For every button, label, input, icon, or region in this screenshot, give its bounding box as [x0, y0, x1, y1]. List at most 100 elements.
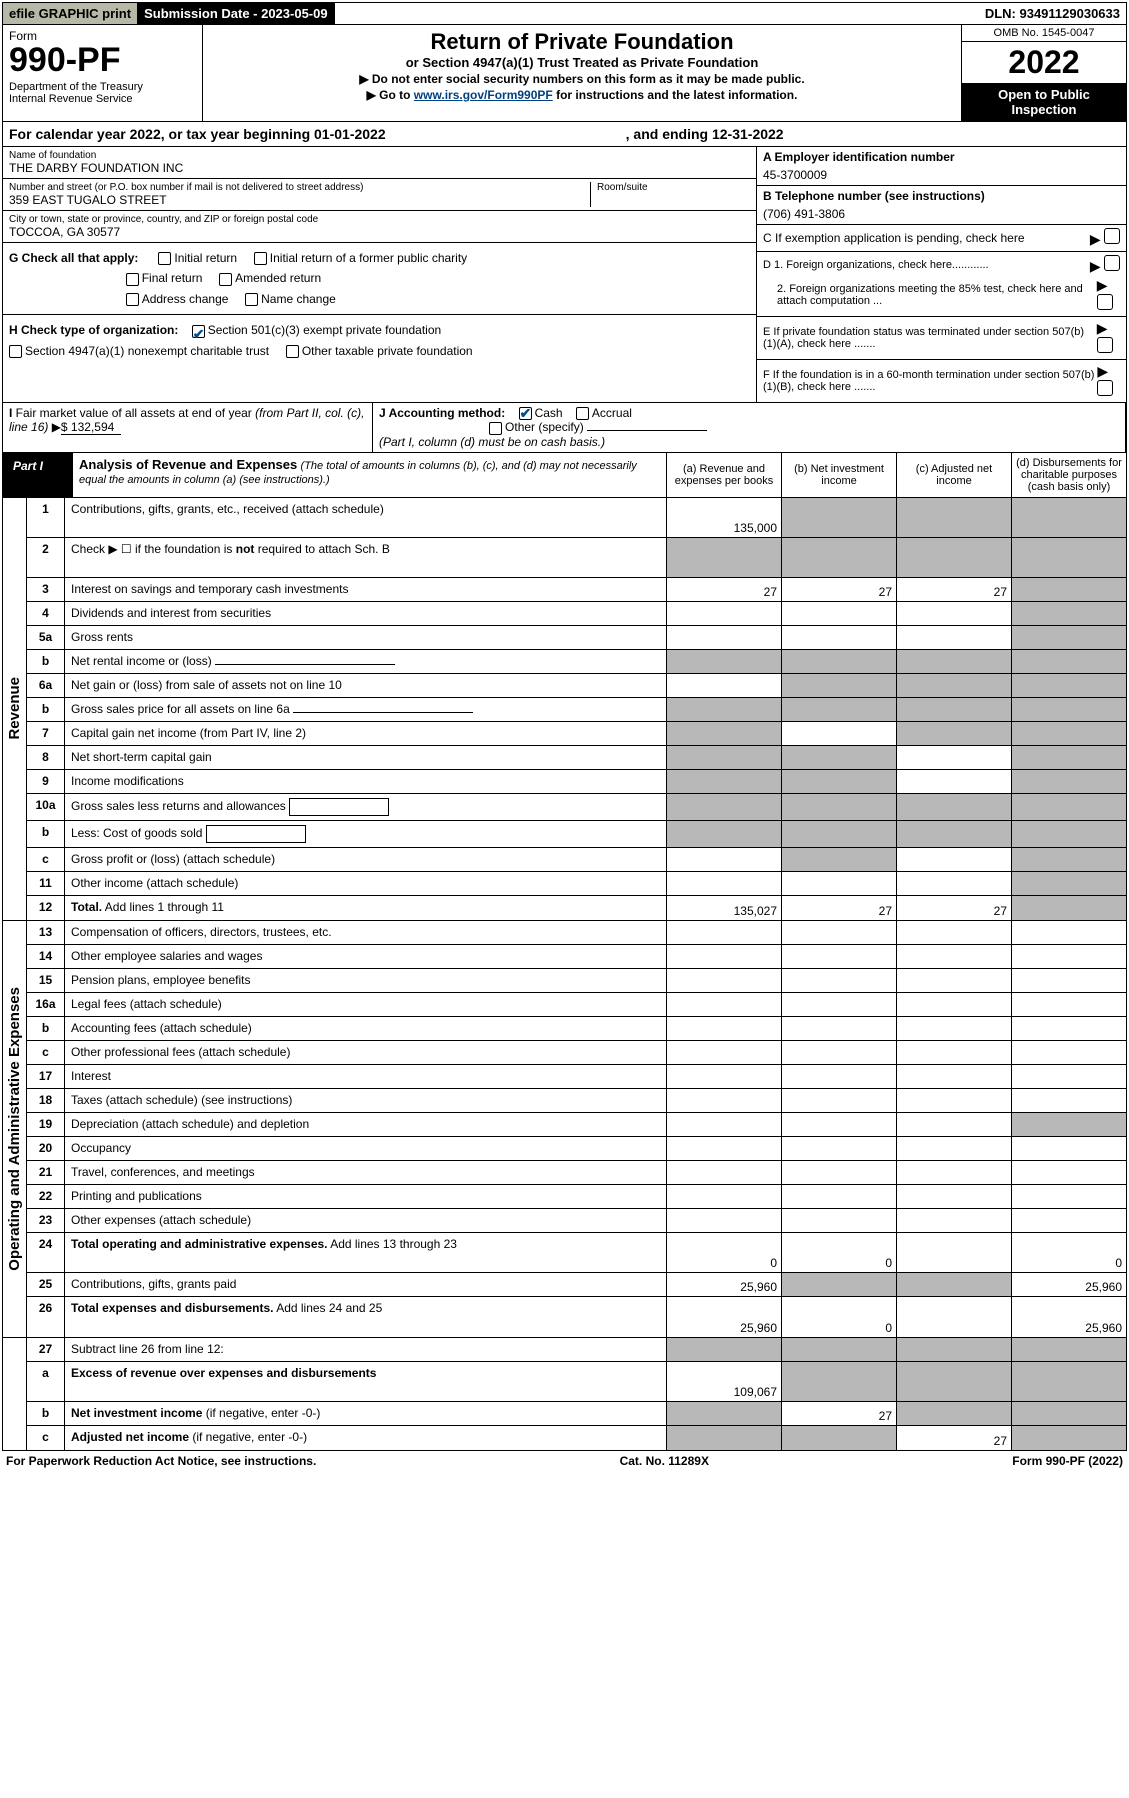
chk-other-method[interactable]	[489, 422, 502, 435]
i-value: $ 132,594	[61, 420, 121, 435]
chk-d1[interactable]	[1104, 255, 1120, 271]
col-a: (a) Revenue and expenses per books	[666, 453, 781, 497]
footer-mid: Cat. No. 11289X	[620, 1454, 709, 1468]
form-title: Return of Private Foundation	[211, 29, 953, 55]
instruction-2: ▶ Go to www.irs.gov/Form990PF for instru…	[211, 88, 953, 102]
chk-4947a1[interactable]	[9, 345, 22, 358]
f-label: F If the foundation is in a 60-month ter…	[763, 369, 1097, 393]
line-b: bNet rental income or (loss)	[27, 650, 1126, 674]
line-3: 3Interest on savings and temporary cash …	[27, 578, 1126, 602]
ein-value: 45-3700009	[763, 168, 1120, 182]
line-5a: 5aGross rents	[27, 626, 1126, 650]
chk-amended-return[interactable]	[219, 273, 232, 286]
line-1: 1Contributions, gifts, grants, etc., rec…	[27, 498, 1126, 538]
line-22: 22Printing and publications	[27, 1185, 1126, 1209]
name-label: Name of foundation	[9, 150, 750, 161]
line-11: 11Other income (attach schedule)	[27, 872, 1126, 896]
instruction-1: ▶ Do not enter social security numbers o…	[211, 72, 953, 86]
line-16a: 16aLegal fees (attach schedule)	[27, 993, 1126, 1017]
tax-year: 2022	[962, 42, 1126, 83]
line-b: bGross sales price for all assets on lin…	[27, 698, 1126, 722]
phone-value: (706) 491-3806	[763, 207, 1120, 221]
chk-other-taxable[interactable]	[286, 345, 299, 358]
form-number: 990-PF	[9, 43, 196, 77]
line-17: 17Interest	[27, 1065, 1126, 1089]
revenue-side-label: Revenue	[3, 498, 27, 920]
line-23: 23Other expenses (attach schedule)	[27, 1209, 1126, 1233]
line-12: 12Total. Add lines 1 through 11135,02727…	[27, 896, 1126, 920]
omb-number: OMB No. 1545-0047	[962, 25, 1126, 42]
line-15: 15Pension plans, employee benefits	[27, 969, 1126, 993]
line-a: aExcess of revenue over expenses and dis…	[27, 1362, 1126, 1402]
chk-cash[interactable]	[519, 407, 532, 420]
line-2: 2Check ▶ ☐ if the foundation is not requ…	[27, 538, 1126, 578]
city-label: City or town, state or province, country…	[9, 214, 750, 225]
line-b: bLess: Cost of goods sold	[27, 821, 1126, 848]
line-10a: 10aGross sales less returns and allowanc…	[27, 794, 1126, 821]
line-b: bNet investment income (if negative, ent…	[27, 1402, 1126, 1426]
line-20: 20Occupancy	[27, 1137, 1126, 1161]
chk-d2[interactable]	[1097, 294, 1113, 310]
calendar-year-row: For calendar year 2022, or tax year begi…	[2, 122, 1127, 147]
chk-initial-return[interactable]	[158, 252, 171, 265]
line-18: 18Taxes (attach schedule) (see instructi…	[27, 1089, 1126, 1113]
line-8: 8Net short-term capital gain	[27, 746, 1126, 770]
col-d: (d) Disbursements for charitable purpose…	[1011, 453, 1126, 497]
line-6a: 6aNet gain or (loss) from sale of assets…	[27, 674, 1126, 698]
irs-link[interactable]: www.irs.gov/Form990PF	[414, 88, 553, 102]
line-b: bAccounting fees (attach schedule)	[27, 1017, 1126, 1041]
i-j-row: I Fair market value of all assets at end…	[2, 403, 1127, 453]
g-check-row: G Check all that apply: Initial return I…	[3, 243, 756, 315]
chk-address-change[interactable]	[126, 293, 139, 306]
e-label: E If private foundation status was termi…	[763, 326, 1097, 350]
col-b: (b) Net investment income	[781, 453, 896, 497]
chk-final-return[interactable]	[126, 273, 139, 286]
city: TOCCOA, GA 30577	[9, 225, 750, 239]
chk-initial-former[interactable]	[254, 252, 267, 265]
h-check-row: H Check type of organization: Section 50…	[3, 315, 756, 366]
d1-label: D 1. Foreign organizations, check here..…	[763, 259, 989, 271]
department: Department of the Treasury Internal Reve…	[9, 81, 196, 105]
part1-header: Part I Analysis of Revenue and Expenses …	[2, 453, 1127, 498]
line-14: 14Other employee salaries and wages	[27, 945, 1126, 969]
ein-label: A Employer identification number	[763, 150, 1120, 164]
j-note: (Part I, column (d) must be on cash basi…	[379, 435, 605, 449]
i-label: I	[9, 406, 12, 420]
footer-left: For Paperwork Reduction Act Notice, see …	[6, 1454, 316, 1468]
col-c: (c) Adjusted net income	[896, 453, 1011, 497]
line-13: 13Compensation of officers, directors, t…	[27, 921, 1126, 945]
address: 359 EAST TUGALO STREET	[9, 193, 584, 207]
phone-label: B Telephone number (see instructions)	[763, 189, 1120, 203]
c-label: C If exemption application is pending, c…	[763, 231, 1025, 245]
room-label: Room/suite	[597, 182, 750, 193]
line-21: 21Travel, conferences, and meetings	[27, 1161, 1126, 1185]
line-7: 7Capital gain net income (from Part IV, …	[27, 722, 1126, 746]
line-26: 26Total expenses and disbursements. Add …	[27, 1297, 1126, 1337]
submission-date: Submission Date - 2023-05-09	[138, 3, 335, 24]
foundation-name: THE DARBY FOUNDATION INC	[9, 161, 750, 175]
open-inspection: Open to Public Inspection	[962, 83, 1126, 121]
part1-title: Analysis of Revenue and Expenses	[79, 457, 297, 472]
form-subtitle: or Section 4947(a)(1) Trust Treated as P…	[211, 55, 953, 70]
chk-name-change[interactable]	[245, 293, 258, 306]
chk-c[interactable]	[1104, 228, 1120, 244]
address-label: Number and street (or P.O. box number if…	[9, 182, 584, 193]
line-27: 27Subtract line 26 from line 12:	[27, 1338, 1126, 1362]
chk-e[interactable]	[1097, 337, 1113, 353]
info-block: Name of foundation THE DARBY FOUNDATION …	[2, 147, 1127, 403]
top-bar: efile GRAPHIC print Submission Date - 20…	[2, 2, 1127, 25]
expenses-side-label: Operating and Administrative Expenses	[3, 921, 27, 1337]
line-c: cAdjusted net income (if negative, enter…	[27, 1426, 1126, 1450]
part1-grid: Revenue 1Contributions, gifts, grants, e…	[2, 498, 1127, 1451]
chk-f[interactable]	[1097, 380, 1113, 396]
header: Form 990-PF Department of the Treasury I…	[2, 25, 1127, 122]
chk-accrual[interactable]	[576, 407, 589, 420]
line-c: cOther professional fees (attach schedul…	[27, 1041, 1126, 1065]
chk-501c3[interactable]	[192, 325, 205, 338]
part1-label: Part I	[3, 453, 73, 497]
footer-right: Form 990-PF (2022)	[1012, 1454, 1123, 1468]
efile-label[interactable]: efile GRAPHIC print	[3, 3, 138, 24]
line-c: cGross profit or (loss) (attach schedule…	[27, 848, 1126, 872]
footer: For Paperwork Reduction Act Notice, see …	[2, 1451, 1127, 1471]
line-4: 4Dividends and interest from securities	[27, 602, 1126, 626]
